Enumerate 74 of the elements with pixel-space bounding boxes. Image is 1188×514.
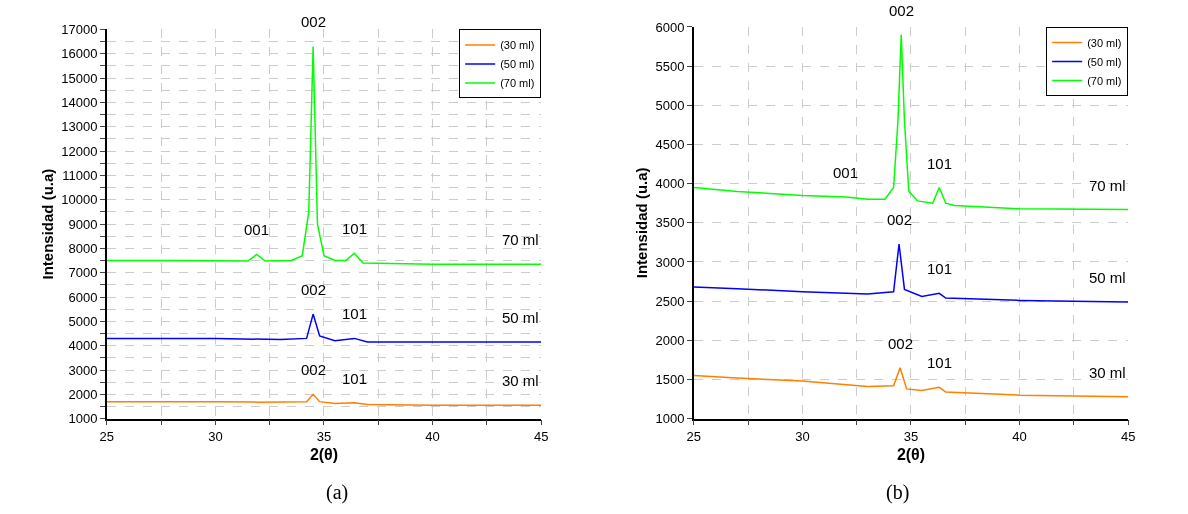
y-tick-label: 8000: [68, 240, 98, 256]
annotation: 002: [301, 13, 327, 30]
y-tick-label: 1000: [68, 411, 98, 427]
x-tick-label: 30: [208, 429, 223, 445]
y-axis-title: Intensidad (u.a): [633, 167, 651, 279]
y-tick-label: 4500: [655, 137, 685, 153]
y-tick-label: 15000: [61, 70, 98, 86]
annotation: 50 ml: [502, 309, 539, 326]
annotation: 002: [889, 2, 915, 19]
annotation: 101: [927, 155, 953, 172]
annotation: 30 ml: [502, 372, 539, 389]
y-tick-label: 5000: [655, 97, 685, 113]
annotation: 001: [833, 164, 859, 181]
y-tick-label: 4000: [68, 338, 98, 354]
x-tick-label: 45: [533, 429, 549, 445]
y-tick-label: 5000: [68, 313, 98, 329]
x-axis-title: 2(θ): [896, 446, 926, 464]
annotation: 30 ml: [1089, 364, 1126, 381]
x-tick-label: 35: [903, 429, 919, 445]
y-tick-label: 4000: [655, 176, 685, 192]
y-tick-label: 13000: [61, 119, 98, 135]
x-tick-label: 40: [1012, 429, 1027, 445]
y-tick-label: 9000: [68, 216, 98, 232]
annotation: 70 ml: [1089, 177, 1126, 194]
y-tick-label: 3000: [655, 254, 685, 270]
annotation: 002: [887, 211, 913, 228]
annotation: 101: [927, 354, 953, 371]
y-tick-label: 3000: [68, 362, 98, 378]
line-series: [693, 243, 1129, 303]
y-tick-label: 7000: [68, 265, 98, 281]
y-tick-label: 2000: [655, 332, 685, 348]
legend-label: (70 ml): [500, 77, 535, 90]
y-tick-label: 3500: [655, 215, 685, 231]
text: (b): [886, 481, 910, 504]
y-tick-label: 2500: [655, 293, 685, 309]
y-tick-label: 1500: [655, 372, 685, 388]
text: (a): [326, 481, 349, 504]
legend-label: (30 ml): [500, 39, 535, 52]
line-series: [106, 393, 542, 407]
y-tick-label: 6000: [655, 19, 685, 35]
line-series: [693, 34, 1129, 211]
line-series: [693, 367, 1129, 398]
x-tick-label: 25: [99, 429, 115, 445]
y-tick-label: 1000: [655, 411, 685, 427]
x-axis-title: 2(θ): [309, 446, 339, 464]
x-tick-label: 30: [795, 429, 810, 445]
y-tick-label: 6000: [68, 289, 98, 305]
y-tick-label: 5500: [655, 58, 685, 74]
annotation: 001: [244, 221, 270, 238]
annotation: 101: [342, 370, 368, 387]
legend-label: (50 ml): [500, 58, 535, 71]
y-tick-label: 12000: [61, 143, 98, 159]
annotation: 101: [342, 220, 368, 237]
x-tick-label: 40: [425, 429, 440, 445]
annotation: 002: [301, 361, 327, 378]
y-tick-label: 10000: [61, 192, 98, 208]
y-tick-label: 11000: [62, 167, 98, 183]
legend-label: (50 ml): [1087, 55, 1122, 68]
annotation: 70 ml: [502, 231, 539, 248]
annotation: 002: [888, 335, 914, 352]
y-tick-label: 14000: [61, 94, 98, 110]
y-tick-label: 17000: [61, 22, 98, 38]
annotation: 101: [342, 305, 368, 322]
annotation: 50 ml: [1089, 269, 1126, 286]
legend-label: (70 ml): [1087, 74, 1122, 87]
legend-label: (30 ml): [1087, 36, 1122, 49]
y-tick-label: 16000: [61, 46, 98, 62]
annotation: 101: [927, 260, 953, 277]
y-tick-label: 2000: [68, 386, 98, 402]
y-axis-title: Intensidad (u.a): [39, 168, 57, 280]
annotation: 002: [301, 281, 327, 298]
x-tick-label: 25: [686, 429, 702, 445]
x-tick-label: 35: [316, 429, 332, 445]
x-tick-label: 45: [1120, 429, 1136, 445]
